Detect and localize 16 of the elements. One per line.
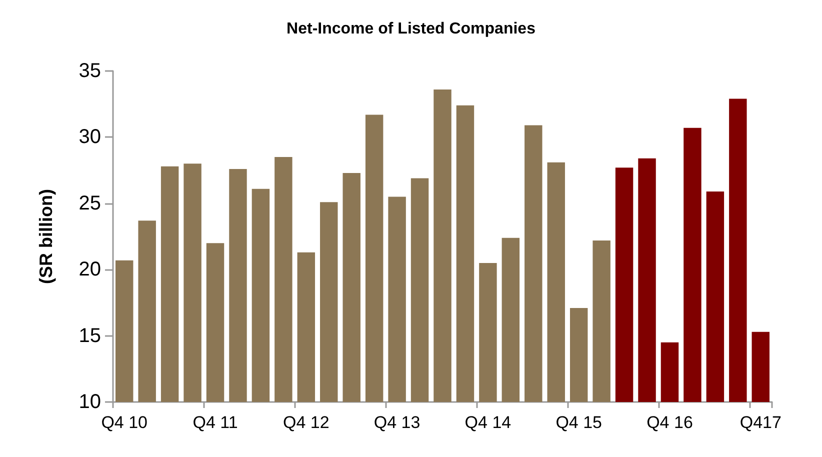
x-tick-label: Q4 16 [646,413,693,432]
y-axis-title: (SR billion) [36,189,56,284]
y-tick-label: 30 [78,126,101,148]
x-tick-label: Q417 [740,413,782,432]
y-tick-label: 20 [78,258,101,281]
x-tick-label: Q4 12 [283,413,330,432]
x-tick-label: Q4 10 [101,413,148,432]
x-tick-label: Q4 14 [464,413,512,432]
y-tick-label: 15 [78,324,101,347]
chart-title: Net-Income of Listed Companies [286,20,536,38]
y-tick-label: 10 [78,391,101,413]
x-tick-label: Q4 11 [192,413,238,432]
x-tick-label: Q4 13 [374,413,420,432]
x-tick-label: Q4 15 [556,413,602,432]
y-tick-label: 35 [78,60,101,82]
y-tick-label: 25 [78,192,101,214]
